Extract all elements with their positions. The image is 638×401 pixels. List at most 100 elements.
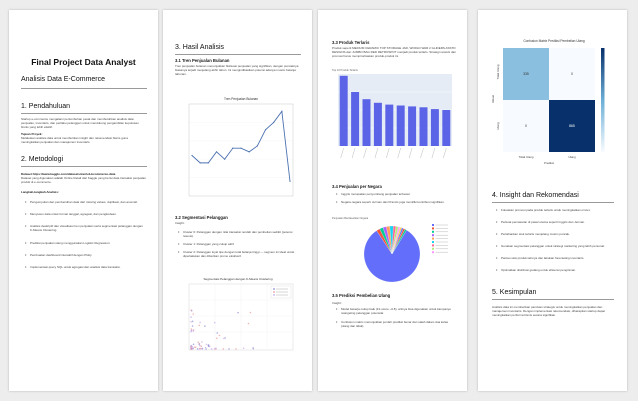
page-3: 3.3 Produk Terlaris Produk seperti MEDIU… <box>318 10 467 391</box>
legend-swatch <box>432 247 434 250</box>
tick-label-placeholder <box>386 147 390 159</box>
scatter-point <box>200 345 203 347</box>
chart-title: Tren Penjualan Bulanan <box>224 97 258 101</box>
bar <box>339 75 348 146</box>
legend-swatch <box>432 251 434 254</box>
tick-label-placeholder <box>408 147 413 159</box>
scatter-point <box>207 344 210 346</box>
bar <box>442 110 451 146</box>
list-item: Inggris merupakan penyumbang penjualan t… <box>336 192 454 196</box>
scatter-point <box>204 325 206 327</box>
list-item: Pertahankan stok terlaris menjelang musi… <box>496 232 614 236</box>
scatter-point <box>192 330 195 332</box>
subsection-heading: 3.3 Produk Terlaris <box>332 40 370 45</box>
list-item: Fokuskan promosi pada produk terlaris un… <box>496 208 614 212</box>
divider <box>21 113 147 114</box>
legend-swatch <box>432 234 434 237</box>
page-2: 3. Hasil Analisis 3.1 Tren Penjualan Bul… <box>163 10 312 391</box>
matrix-cell <box>549 100 595 152</box>
scatter-point <box>192 343 195 346</box>
scatter-point <box>224 337 226 339</box>
steps-label: Langkah-langkah Analisis: <box>21 190 59 194</box>
scatter-point <box>191 325 194 327</box>
legend-swatch <box>432 244 434 247</box>
scatter-point <box>208 345 211 348</box>
section-heading: 1. Pendahuluan <box>21 103 71 110</box>
section-heading: 2. Metodologi <box>21 156 64 163</box>
scatter-point <box>192 313 195 315</box>
legend-swatch <box>432 237 434 240</box>
section-heading: 5. Kesimpulan <box>492 289 537 296</box>
list-item: Cluster 0: Pelanggan dengan nilai transa… <box>178 230 298 238</box>
paragraph: Produk seperti MEDIUM CERAMIC TOP STORAG… <box>332 46 456 58</box>
scatter-point <box>201 341 203 343</box>
tick-label: Ulang <box>496 122 500 130</box>
country-sales-pie: Penjualan Berdasarkan Negara <box>332 216 448 283</box>
scatter-point <box>242 347 245 350</box>
tick-label-placeholder <box>431 147 436 159</box>
list-item: Analisis deskriptif dan visualisasi tren… <box>25 224 145 232</box>
scatter-point <box>191 347 194 349</box>
scatter-point <box>218 334 221 337</box>
data-point <box>240 147 242 149</box>
cell-value: 0 <box>525 124 527 128</box>
data-point <box>191 154 193 157</box>
sales-trend-chart: Tren Penjualan Bulanan <box>175 92 301 210</box>
scatter-point <box>215 347 217 349</box>
legend-swatch <box>432 227 434 230</box>
scatter-point <box>222 348 225 350</box>
scatter-point <box>210 348 213 350</box>
divider <box>21 166 147 167</box>
cell-value: 865 <box>569 124 575 128</box>
divider <box>492 299 614 300</box>
divider <box>175 54 301 55</box>
chart-title: Confusion Matrix Prediksi Pembelian Ulan… <box>523 39 585 43</box>
subsection-heading: 3.5 Prediksi Pembelian Ulang <box>332 293 391 298</box>
chart-title: Penjualan Berdasarkan Negara <box>332 216 369 220</box>
scatter-point <box>190 328 193 330</box>
list-item: Menyusun data untuk format tanggal, agre… <box>25 212 145 216</box>
legend-marker <box>273 288 275 290</box>
cell-value: 335 <box>523 72 529 76</box>
dataset-link[interactable]: Dataset https://www.kaggle.com/datasets/… <box>21 172 116 176</box>
scatter-point <box>205 348 207 350</box>
page-4: Confusion Matrix Prediksi Pembelian Ulan… <box>478 10 627 391</box>
data-point <box>215 151 218 153</box>
section-heading: 4. Insight dan Rekomendasi <box>492 192 579 199</box>
list-item: Cluster 2: Pelanggan loyal tipe dengan t… <box>178 250 298 258</box>
colorbar <box>601 48 605 152</box>
scatter-point <box>213 321 216 324</box>
scatter-point <box>190 348 193 350</box>
tick-label-placeholder <box>443 147 447 159</box>
scatter-point <box>190 321 192 323</box>
section-heading: 3. Hasil Analisis <box>175 44 225 51</box>
subsection-heading: 3.2 Segmentasi Pelanggan <box>175 215 228 220</box>
scatter-point <box>204 346 207 349</box>
bar <box>385 104 394 146</box>
scatter-point <box>237 311 239 314</box>
scatter-point <box>235 348 237 350</box>
list-item: Perkuat pemasaran di pasar utama seperti… <box>496 220 614 224</box>
bar <box>430 109 439 146</box>
scatter-point <box>215 337 218 339</box>
scatter-point <box>205 343 208 346</box>
tick-label-placeholder <box>420 147 424 159</box>
list-item: Implementasi query SQL untuk agregasi da… <box>25 265 145 269</box>
bar <box>362 99 371 146</box>
subsection-heading: 3.4 Penjualan per Negara <box>332 184 382 189</box>
scatter-point <box>199 321 201 324</box>
scatter-point <box>228 348 230 350</box>
scatter-point <box>193 346 196 348</box>
paragraph: Tren penjualan bulanan menunjukkan flukt… <box>175 64 299 76</box>
chart-title: Top 10 Produk Terlaris <box>332 68 358 72</box>
tick-label-placeholder <box>340 147 344 159</box>
list-item: Pembuatan dashboard interaktif dengan Pl… <box>25 253 145 257</box>
matrix-cell <box>549 48 595 100</box>
data-point <box>281 110 283 112</box>
tick-label: Tidak Ulang <box>519 155 534 159</box>
scatter-point <box>216 332 219 334</box>
goal-label: Tujuan Proyek: <box>21 132 43 136</box>
pie-slice <box>363 229 421 283</box>
legend-swatch <box>432 224 434 226</box>
scatter-point <box>252 346 254 349</box>
